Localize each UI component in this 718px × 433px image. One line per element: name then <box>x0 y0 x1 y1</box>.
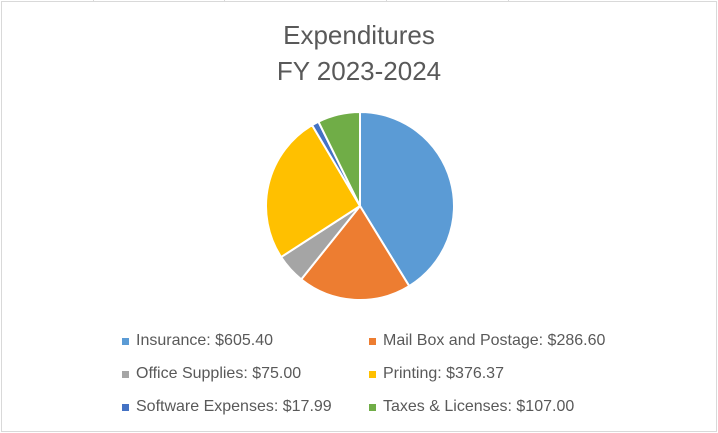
pie-slice-taxes-licenses[interactable] <box>317 111 361 207</box>
legend-item-software-expenses: Software Expenses: $17.99 <box>122 397 332 417</box>
legend-swatch <box>369 403 376 411</box>
legend-label: Taxes & Licenses: $107.00 <box>383 398 575 415</box>
legend-swatch <box>122 370 129 378</box>
legend-label: Printing: $376.37 <box>383 365 504 382</box>
legend-item-mail-box-and-postage: Mail Box and Postage: $286.60 <box>369 331 605 351</box>
pie-slice-printing[interactable] <box>265 124 361 259</box>
chart-subtitle: FY 2023-2024 <box>276 56 442 86</box>
legend-swatch <box>122 337 129 345</box>
legend-item-office-supplies: Office Supplies: $75.00 <box>122 364 301 384</box>
legend-label: Insurance: $605.40 <box>136 332 273 349</box>
legend-item-printing: Printing: $376.37 <box>369 364 504 384</box>
chart-title: Expenditures <box>283 20 435 50</box>
legend-swatch <box>122 403 129 411</box>
legend-swatch <box>369 370 376 378</box>
legend-label: Software Expenses: $17.99 <box>136 398 332 415</box>
legend-swatch <box>369 337 376 345</box>
legend-item-taxes-licenses: Taxes & Licenses: $107.00 <box>369 397 574 417</box>
legend-item-insurance: Insurance: $605.40 <box>122 331 273 351</box>
pie-slice-mail-box-and-postage[interactable] <box>300 205 411 301</box>
legend-label: Office Supplies: $75.00 <box>136 365 302 382</box>
legend-label: Mail Box and Postage: $286.60 <box>383 332 606 349</box>
